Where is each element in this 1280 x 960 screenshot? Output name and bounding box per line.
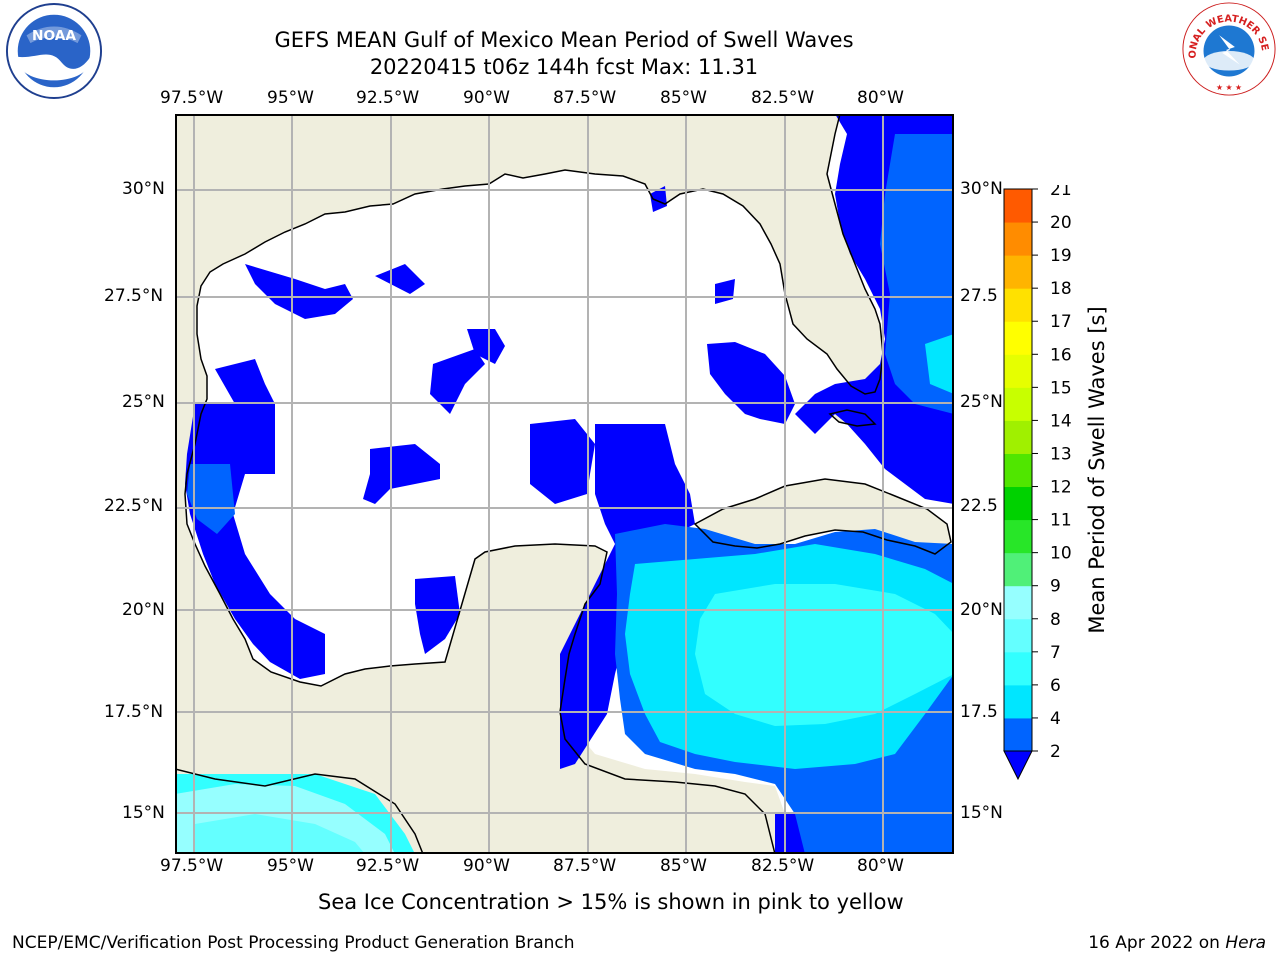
colorbar: 2 4 6 7 8 9 10 11 12 13 14 15 16 17 18 19 20 21 <box>1003 185 1072 781</box>
footer-host: Hera <box>1225 933 1266 953</box>
colorbar-segment <box>1004 189 1032 223</box>
colorbar-tick-label: 13 <box>1050 444 1072 464</box>
colorbar-tick-label: 9 <box>1050 577 1061 597</box>
colorbar-tick-label: 8 <box>1050 610 1061 630</box>
colorbar-segment <box>1004 519 1032 554</box>
lon-label: 95°W <box>267 856 314 876</box>
lat-label: 15°N <box>960 803 1003 823</box>
lat-label: 25°N <box>960 392 1003 412</box>
colorbar-tick-label: 2 <box>1050 742 1061 762</box>
colorbar-tick-label: 18 <box>1050 279 1072 299</box>
lon-label: 97.5°W <box>160 856 224 876</box>
lon-label: 80°W <box>857 88 904 108</box>
colorbar-tick-label: 20 <box>1050 213 1072 233</box>
lon-label: 87.5°W <box>553 88 617 108</box>
lon-label: 92.5°W <box>356 856 420 876</box>
colorbar-label: Mean Period of Swell Waves [s] <box>1085 306 1109 634</box>
colorbar-tick-label: 12 <box>1050 478 1072 498</box>
colorbar-segment <box>1004 387 1032 421</box>
colorbar-border <box>1003 188 1033 752</box>
lon-label: 85°W <box>660 88 707 108</box>
colorbar-tick-label: 15 <box>1050 378 1072 398</box>
lat-label: 20°N <box>960 600 1003 620</box>
footer-date-text: 16 Apr 2022 on <box>1088 933 1226 953</box>
gridlines <box>175 114 954 854</box>
lon-label: 80°W <box>857 856 904 876</box>
colorbar-segment <box>1004 684 1032 719</box>
lat-label: 22.5 <box>960 496 998 516</box>
colorbar-tick-label: 21 <box>1050 185 1072 200</box>
coastlines <box>175 114 952 854</box>
colorbar-tick-label: 11 <box>1050 511 1072 531</box>
footer-branch: NCEP/EMC/Verification Post Processing Pr… <box>12 933 575 953</box>
colorbar-tick-label: 10 <box>1050 544 1072 564</box>
colorbar-segment <box>1004 552 1032 587</box>
lon-label: 90°W <box>463 856 510 876</box>
colorbar-segment <box>1004 585 1032 620</box>
lon-label: 85°W <box>660 856 707 876</box>
map-subtitle-run: 20220415 t06z 144h fcst Max: 11.31 <box>369 55 759 79</box>
map-border <box>175 114 954 854</box>
lat-label: 25°N <box>122 392 165 412</box>
colorbar-segment <box>1004 321 1032 355</box>
colorbar-tick-label: 19 <box>1050 246 1072 266</box>
colorbar-tick-label: 14 <box>1050 411 1072 431</box>
sea-ice-note: Sea Ice Concentration > 15% is shown in … <box>318 890 904 914</box>
lat-label: 20°N <box>122 600 165 620</box>
lon-label: 92.5°W <box>356 88 420 108</box>
lat-label: 30°N <box>122 179 165 199</box>
map-panel <box>175 114 954 854</box>
colorbar-segment <box>1004 486 1032 521</box>
lon-label: 90°W <box>463 88 510 108</box>
colorbar-segment <box>1004 222 1032 256</box>
lon-label: 87.5°W <box>553 856 617 876</box>
lat-label: 15°N <box>122 803 165 823</box>
colorbar-tick-label: 16 <box>1050 345 1072 365</box>
colorbar-segment <box>1004 255 1032 289</box>
lon-label: 95°W <box>267 88 314 108</box>
lat-label: 22.5°N <box>104 496 164 516</box>
lat-label: 30°N <box>960 179 1003 199</box>
svg-text:★ ★ ★: ★ ★ ★ <box>1216 83 1242 92</box>
colorbar-tick-label: 4 <box>1050 709 1061 729</box>
colorbar-under-arrow <box>1003 750 1033 781</box>
colorbar-segment <box>1004 354 1032 388</box>
map-title: GEFS MEAN Gulf of Mexico Mean Period of … <box>274 28 854 52</box>
noaa-logo-text: NOAA <box>32 28 76 44</box>
colorbar-segment <box>1004 651 1032 686</box>
colorbar-segment <box>1004 420 1032 454</box>
noaa-logo: NOAA <box>5 2 103 100</box>
lat-label: 27.5°N <box>104 286 164 306</box>
colorbar-tick-label: 6 <box>1050 676 1061 696</box>
lon-label: 82.5°W <box>751 88 815 108</box>
lat-label: 17.5 <box>960 702 998 722</box>
colorbar-segment <box>1004 717 1032 752</box>
colorbar-segment <box>1004 618 1032 653</box>
lat-label: 17.5°N <box>104 702 164 722</box>
footer-date: 16 Apr 2022 on Hera <box>1088 933 1266 953</box>
colorbar-tick-label: 7 <box>1050 643 1061 663</box>
lon-label: 82.5°W <box>751 856 815 876</box>
lon-label: 97.5°W <box>160 88 224 108</box>
nws-logo: NATIONAL WEATHER SERVICE ★ ★ ★ <box>1180 0 1276 96</box>
colorbar-segment <box>1004 453 1032 488</box>
lat-label: 27.5 <box>960 286 998 306</box>
colorbar-segment <box>1004 288 1032 322</box>
colorbar-tick-label: 17 <box>1050 312 1072 332</box>
